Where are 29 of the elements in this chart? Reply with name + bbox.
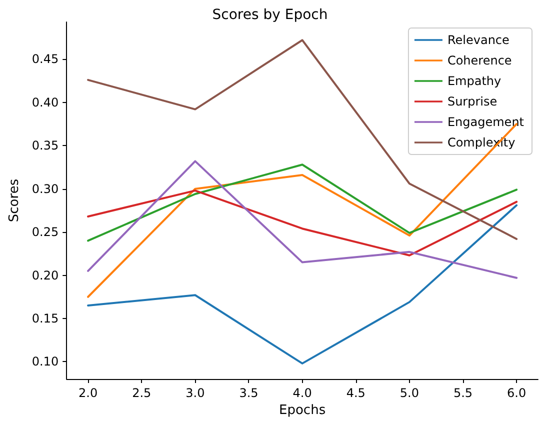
x-tick-label: 5.5 bbox=[453, 386, 473, 400]
y-tick-label: 0.10 bbox=[32, 354, 59, 369]
y-axis-title: Scores bbox=[7, 178, 22, 222]
y-tick-label: 0.40 bbox=[32, 95, 59, 110]
y-tick-label: 0.15 bbox=[32, 311, 59, 326]
x-tick-label: 4.5 bbox=[346, 386, 366, 400]
x-tick-label: 2.0 bbox=[78, 386, 98, 400]
line-series bbox=[87, 164, 518, 242]
x-tick-label: 4.0 bbox=[292, 386, 312, 400]
y-tick-label: 0.20 bbox=[32, 268, 59, 282]
legend-label: Engagement bbox=[447, 115, 524, 129]
chart-title: Scores by Epoch bbox=[212, 7, 328, 23]
legend-label: Surprise bbox=[447, 94, 498, 108]
legend-label: Coherence bbox=[447, 54, 512, 68]
legend-label: Relevance bbox=[447, 33, 510, 47]
y-tick-label: 0.45 bbox=[32, 52, 59, 66]
line-series bbox=[87, 190, 518, 256]
y-tick-label: 0.35 bbox=[32, 138, 59, 153]
x-tick-label: 5.0 bbox=[400, 386, 419, 400]
x-tick-label: 6.0 bbox=[507, 386, 526, 400]
x-tick-label: 3.5 bbox=[239, 386, 258, 400]
legend-label: Empathy bbox=[447, 74, 502, 88]
x-tick-label: 3.0 bbox=[186, 386, 205, 400]
x-axis-title: Epochs bbox=[279, 402, 326, 418]
line-series bbox=[87, 204, 518, 364]
y-tick-label: 0.25 bbox=[32, 225, 59, 240]
line-series bbox=[87, 160, 518, 279]
y-tick-label: 0.30 bbox=[32, 182, 59, 196]
x-tick-label: 2.5 bbox=[132, 386, 152, 400]
